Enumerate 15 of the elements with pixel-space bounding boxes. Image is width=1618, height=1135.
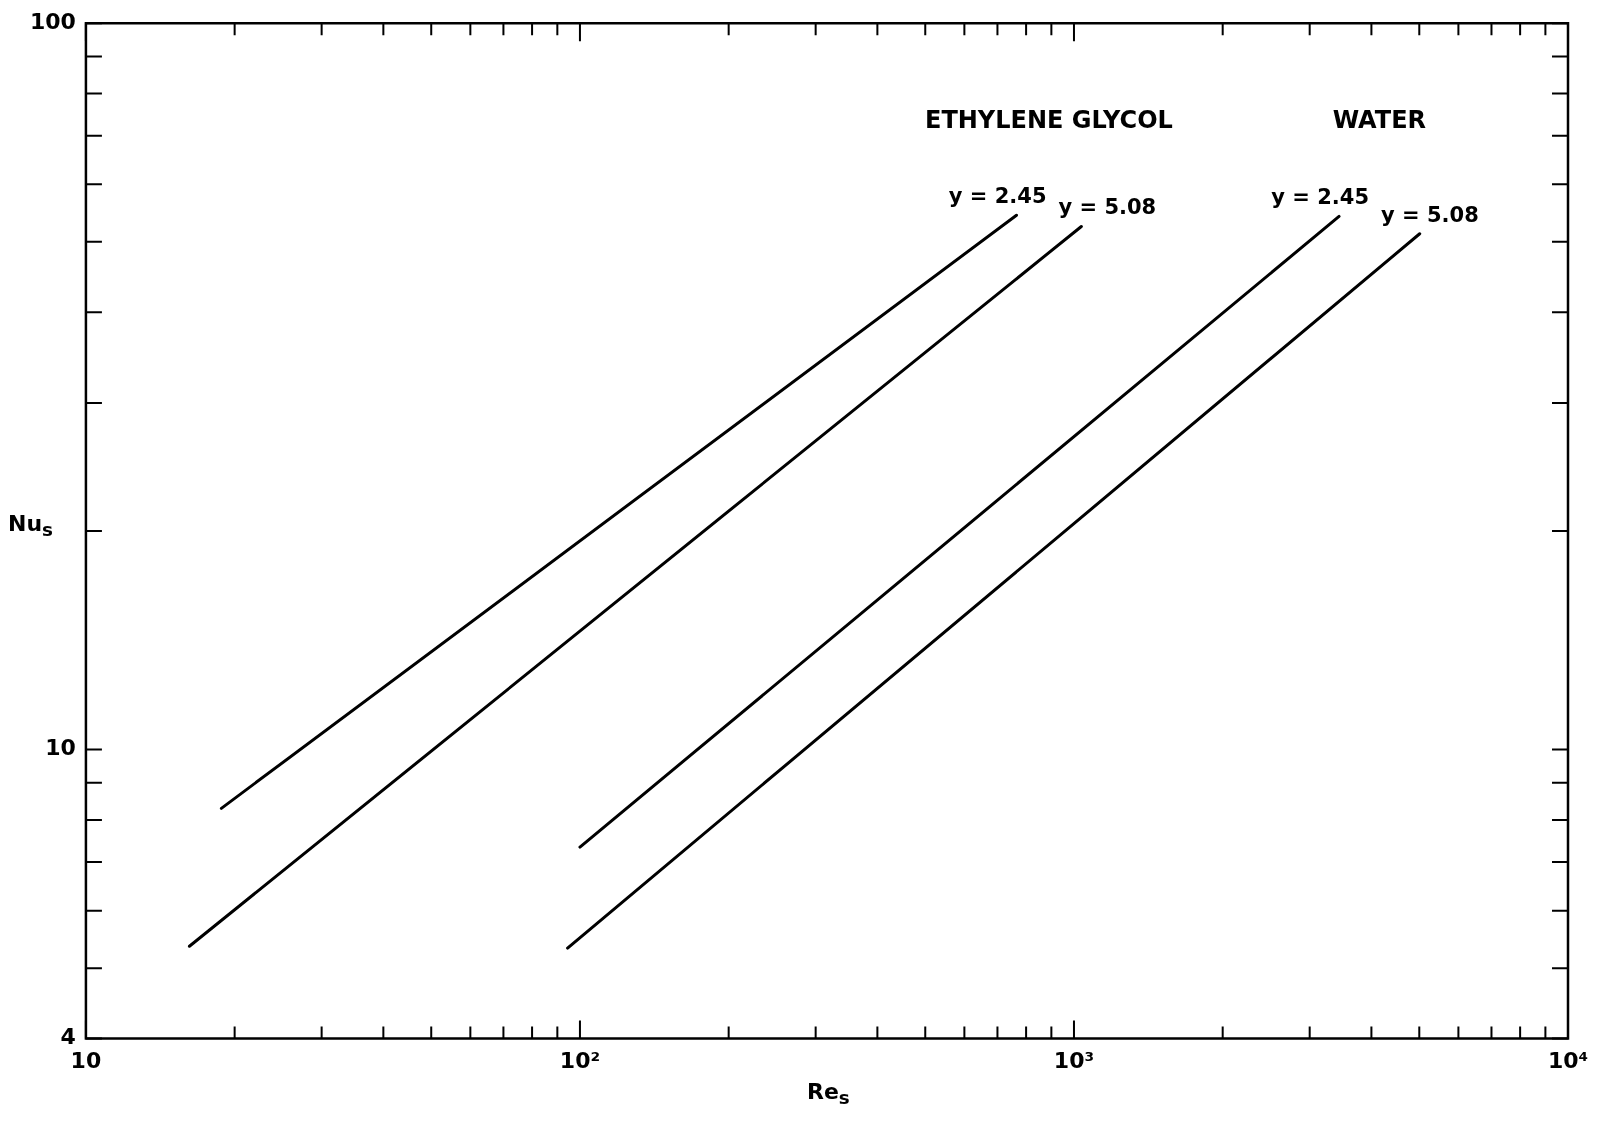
- x-tick-label: 10⁴: [1547, 1047, 1589, 1073]
- series-label: y = 2.45: [948, 184, 1047, 209]
- y-tick-label: 10: [45, 735, 76, 761]
- x-tick-label: 10³: [1053, 1047, 1095, 1073]
- y-axis-title: Nu$_{s}$: [8, 510, 53, 541]
- x-tick-label: 10: [70, 1047, 102, 1073]
- series-label: y = 5.08: [1058, 195, 1157, 220]
- series-label: y = 2.45: [1271, 185, 1370, 210]
- series-label: y = 5.08: [1381, 202, 1479, 227]
- y-tick-label: 4: [60, 1024, 76, 1050]
- y-tick-label: 100: [29, 8, 76, 34]
- x-axis-title: Re$_{s}$: [806, 1078, 850, 1108]
- annotation: WATER: [1332, 106, 1427, 135]
- annotation: ETHYLENE GLYCOL: [925, 106, 1173, 135]
- x-tick-label: 10²: [559, 1047, 601, 1073]
